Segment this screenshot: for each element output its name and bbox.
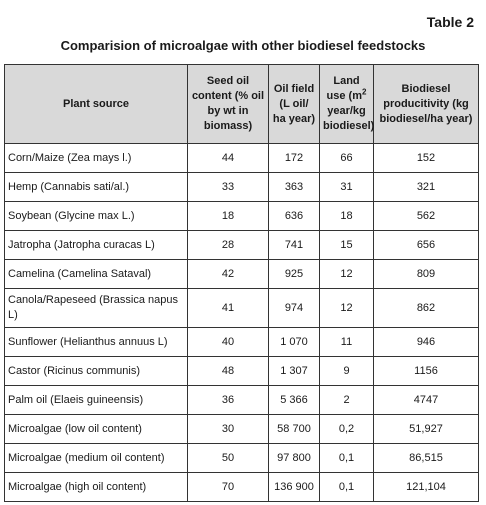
cell-productivity: 862 [373,288,479,328]
cell-oil-field: 636 [268,201,320,231]
cell-seed-oil: 36 [187,385,269,415]
cell-seed-oil: 70 [187,472,269,502]
cell-oil-field: 5 366 [268,385,320,415]
header-land-use-sup: 2 [362,87,367,97]
cell-land-use: 0,1 [319,472,374,502]
cell-seed-oil: 48 [187,356,269,386]
table-row: Microalgae (low oil content) 30 58 700 0,2 5… [4,414,479,444]
cell-productivity: 51,927 [373,414,479,444]
cell-seed-oil: 44 [187,143,269,173]
header-land-use: Land use (m2 year/kg biodiesel) [319,64,375,144]
cell-source: Sunflower (Helianthus annuus L) [4,327,188,357]
cell-seed-oil: 42 [187,259,269,289]
table-row: Soybean (Glycine max L.) 18 636 18 562 [4,201,479,231]
cell-land-use: 0,2 [319,414,374,444]
cell-productivity: 946 [373,327,479,357]
cell-productivity: 4747 [373,385,479,415]
cell-source: Corn/Maize (Zea mays l.) [4,143,188,173]
table-row: Microalgae (medium oil content) 50 97 800 0… [4,443,479,473]
table-row: Camelina (Camelina Sataval) 42 925 12 809 [4,259,479,289]
cell-source: Canola/Rapeseed (Brassica napus L) [4,288,188,328]
cell-oil-field: 172 [268,143,320,173]
table-number: Table 2 [426,14,474,30]
cell-oil-field: 974 [268,288,320,328]
cell-land-use: 12 [319,259,374,289]
table-row: Canola/Rapeseed (Brassica napus L) 41 974 1… [4,288,479,328]
cell-land-use: 31 [319,172,374,202]
header-seed-oil: Seed oil content (% oil by wt in biomass… [187,64,269,144]
table-row: Microalgae (high oil content) 70 136 900 0,… [4,472,479,502]
cell-oil-field: 363 [268,172,320,202]
cell-seed-oil: 50 [187,443,269,473]
cell-productivity: 86,515 [373,443,479,473]
cell-oil-field: 925 [268,259,320,289]
cell-land-use: 11 [319,327,374,357]
cell-oil-field: 1 070 [268,327,320,357]
feedstock-table: Plant source Seed oil content (% oil by … [4,64,479,502]
table-body: Corn/Maize (Zea mays l.) 44 172 66 152 Hemp … [4,143,479,502]
cell-seed-oil: 41 [187,288,269,328]
table-row: Palm oil (Elaeis guineensis) 36 5 366 2 4747 [4,385,479,415]
cell-land-use: 66 [319,143,374,173]
cell-land-use: 18 [319,201,374,231]
table-row: Sunflower (Helianthus annuus L) 40 1 070 11… [4,327,479,357]
table-row: Jatropha (Jatropha curacas L) 28 741 15 656 [4,230,479,260]
cell-oil-field: 741 [268,230,320,260]
cell-productivity: 562 [373,201,479,231]
cell-productivity: 152 [373,143,479,173]
header-oil-field: Oil field (L oil/ ha year) [268,64,320,144]
cell-land-use: 2 [319,385,374,415]
cell-source: Hemp (Cannabis sati/al.) [4,172,188,202]
cell-oil-field: 58 700 [268,414,320,444]
header-productivity: Biodiesel producitivity (kg biodiesel/ha… [373,64,479,144]
cell-source: Jatropha (Jatropha curacas L) [4,230,188,260]
cell-source: Soybean (Glycine max L.) [4,201,188,231]
cell-oil-field: 97 800 [268,443,320,473]
cell-seed-oil: 33 [187,172,269,202]
table-row: Castor (Ricinus communis) 48 1 307 9 1156 [4,356,479,386]
cell-source: Camelina (Camelina Sataval) [4,259,188,289]
cell-source: Microalgae (low oil content) [4,414,188,444]
cell-land-use: 12 [319,288,374,328]
cell-land-use: 15 [319,230,374,260]
cell-productivity: 656 [373,230,479,260]
cell-source: Microalgae (high oil content) [4,472,188,502]
cell-productivity: 121,104 [373,472,479,502]
table-row: Hemp (Cannabis sati/al.) 33 363 31 321 [4,172,479,202]
cell-source: Microalgae (medium oil content) [4,443,188,473]
cell-productivity: 1156 [373,356,479,386]
cell-seed-oil: 30 [187,414,269,444]
table-row: Corn/Maize (Zea mays l.) 44 172 66 152 [4,143,479,173]
table-title: Comparision of microalgae with other bio… [60,38,426,53]
cell-productivity: 321 [373,172,479,202]
cell-seed-oil: 28 [187,230,269,260]
header-plant-source: Plant source [4,64,188,144]
header-land-use-pre: Land use (m [326,75,362,102]
cell-oil-field: 1 307 [268,356,320,386]
cell-source: Palm oil (Elaeis guineensis) [4,385,188,415]
header-row: Plant source Seed oil content (% oil by … [4,64,479,144]
cell-seed-oil: 40 [187,327,269,357]
cell-land-use: 9 [319,356,374,386]
cell-oil-field: 136 900 [268,472,320,502]
cell-source: Castor (Ricinus communis) [4,356,188,386]
cell-land-use: 0,1 [319,443,374,473]
header-land-use-post: year/kg biodiesel) [323,105,375,132]
cell-seed-oil: 18 [187,201,269,231]
cell-productivity: 809 [373,259,479,289]
